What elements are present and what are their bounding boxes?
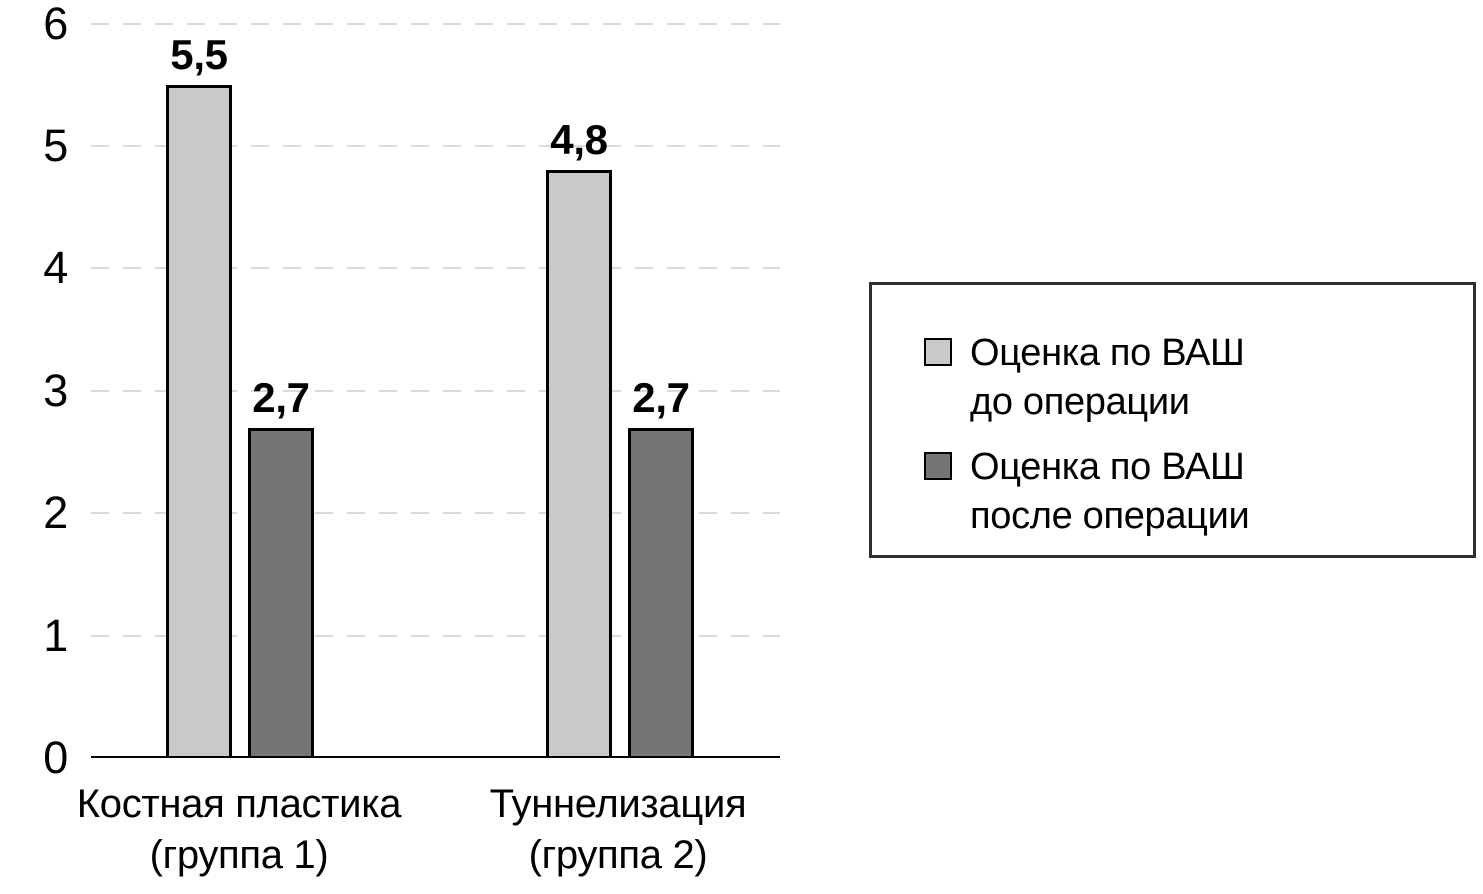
y-tick-label-5: 5 <box>43 120 68 171</box>
legend-label-after-surgery: Оценка по ВАШ после операции <box>970 443 1250 541</box>
legend-box: Оценка по ВАШ до операции Оценка по ВАШ … <box>869 282 1476 558</box>
gridline-y2 <box>91 512 780 515</box>
legend-label-before-line1: Оценка по ВАШ <box>970 332 1245 374</box>
legend-entry-before-surgery: Оценка по ВАШ до операции <box>924 329 1473 427</box>
y-tick-label-0: 0 <box>43 732 68 783</box>
y-tick-label-4: 4 <box>43 242 68 294</box>
value-label-cat2-series2: 2,7 <box>632 373 690 421</box>
gridline-y4 <box>91 267 780 270</box>
gridline-y1 <box>91 634 780 637</box>
value-label-cat1-series1: 5,5 <box>170 30 228 78</box>
gridline-y5 <box>91 145 780 147</box>
legend-swatch-light-icon <box>924 338 952 366</box>
gridline-y6 <box>91 22 780 25</box>
category-label-group1-line2: (группа 1) <box>149 833 329 877</box>
y-tick-label-2: 2 <box>43 487 68 539</box>
gridline-y3 <box>91 389 780 392</box>
bar-cat1-series1 <box>166 84 232 758</box>
category-label-group2: Туннелизация (группа 2) <box>490 779 747 881</box>
x-axis-line <box>91 756 780 758</box>
category-label-group2-line1: Туннелизация <box>489 782 747 826</box>
legend-label-before-surgery: Оценка по ВАШ до операции <box>970 329 1245 427</box>
value-label-cat1-series2: 2,7 <box>252 373 310 421</box>
legend-label-before-line2: до операции <box>970 381 1190 423</box>
legend-entry-after-surgery: Оценка по ВАШ после операции <box>924 443 1473 541</box>
category-label-group1-line1: Костная пластика <box>76 782 402 826</box>
category-label-group2-line2: (группа 2) <box>528 833 708 877</box>
legend-label-after-line1: Оценка по ВАШ <box>970 446 1245 488</box>
category-label-group1: Костная пластика (группа 1) <box>76 779 402 881</box>
legend-swatch-dark-icon <box>924 452 952 480</box>
y-tick-label-3: 3 <box>43 364 68 416</box>
y-tick-label-6: 6 <box>43 0 68 49</box>
legend-label-after-line2: после операции <box>970 495 1250 537</box>
bar-cat1-series2 <box>248 427 314 758</box>
bar-cat2-series2 <box>628 427 694 758</box>
y-tick-label-1: 1 <box>43 609 68 661</box>
value-label-cat2-series1: 4,8 <box>550 116 608 164</box>
bar-cat2-series1 <box>546 170 612 758</box>
